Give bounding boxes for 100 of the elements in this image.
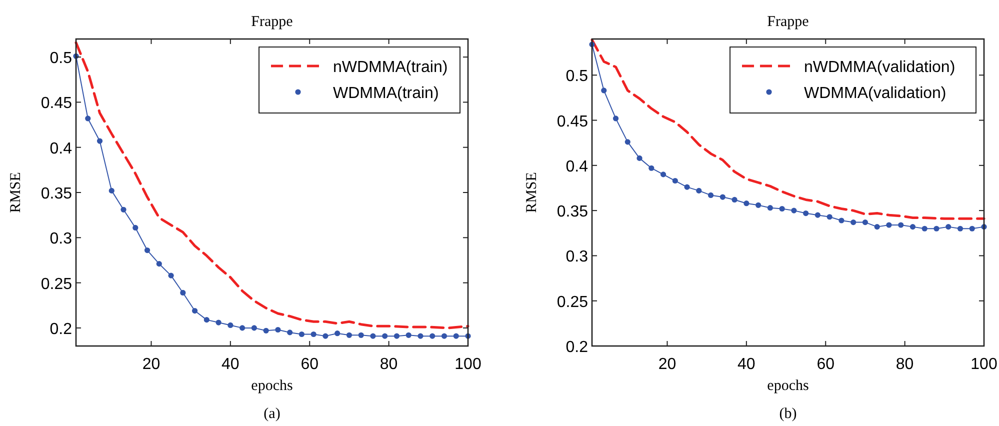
point [358, 332, 364, 338]
point [767, 205, 773, 211]
y-axis-title: RMSE [524, 172, 540, 213]
point [263, 328, 269, 334]
point [838, 218, 844, 224]
x-tick-label: 60 [816, 356, 835, 373]
point [180, 290, 186, 296]
point [624, 139, 630, 145]
point [910, 224, 916, 230]
point [251, 325, 257, 331]
text: (b) [779, 406, 797, 422]
y-tick-label: 0.4 [50, 140, 72, 158]
y-axis-title: RMSE [8, 172, 24, 213]
legend-label: WDMMA(train) [333, 85, 439, 102]
legend-label: WDMMA(validation) [804, 85, 946, 102]
y-tick-label: 0.25 [556, 294, 588, 311]
point [418, 333, 424, 339]
point [862, 219, 868, 226]
x-axis-title: epochs [251, 378, 293, 394]
point [120, 206, 126, 212]
point [803, 210, 809, 216]
point [660, 172, 666, 178]
point [346, 332, 352, 338]
point [108, 188, 114, 194]
point [240, 325, 246, 331]
point [287, 330, 293, 336]
point [612, 116, 619, 122]
x-tick-label: 60 [300, 356, 319, 373]
point [406, 332, 412, 338]
x-tick-label: 20 [658, 356, 676, 373]
point [204, 317, 210, 323]
point [216, 320, 222, 326]
point [684, 184, 690, 190]
point [648, 165, 654, 171]
point [636, 155, 642, 161]
x-tick-label: 100 [454, 356, 482, 373]
point [696, 188, 702, 194]
y-tick-label: 0.45 [556, 113, 588, 130]
point [814, 212, 820, 218]
point [826, 214, 832, 220]
legend-label: nWDMMA(validation) [804, 59, 956, 76]
point [382, 333, 388, 339]
chart-title: Frappe [251, 14, 294, 30]
point [192, 308, 198, 314]
y-tick-label: 0.3 [50, 230, 72, 248]
point [322, 333, 328, 339]
x-tick-label: 80 [380, 356, 398, 373]
point [779, 206, 785, 212]
point [430, 333, 436, 339]
x-tick-label: 40 [222, 356, 240, 373]
point [275, 326, 281, 333]
point [886, 222, 892, 228]
chart-title: Frappe [767, 14, 810, 30]
point [850, 219, 856, 226]
point [441, 333, 448, 339]
point [156, 261, 162, 267]
point [957, 226, 964, 232]
point [228, 322, 234, 328]
point [601, 88, 607, 94]
x-tick-label: 80 [896, 356, 914, 373]
x-axis-title: epochs [767, 378, 809, 394]
y-tick-label: 0.5 [566, 68, 588, 86]
point [453, 333, 459, 339]
point [168, 272, 174, 278]
y-tick-label: 0.45 [40, 95, 72, 112]
point [298, 331, 304, 338]
point [132, 224, 138, 231]
point [672, 178, 678, 184]
point [144, 247, 150, 254]
point [898, 222, 904, 228]
y-tick-label: 0.2 [50, 320, 72, 338]
point [370, 333, 376, 339]
y-tick-label: 0.5 [50, 50, 72, 68]
y-tick-label: 0.4 [566, 158, 588, 176]
point [708, 192, 714, 198]
point [946, 224, 952, 230]
point [791, 208, 797, 214]
y-tick-label: 0.2 [566, 339, 588, 356]
text: (a) [264, 406, 280, 422]
y-tick-label: 0.35 [556, 204, 588, 221]
x-tick-label: 100 [970, 356, 998, 373]
y-tick-label: 0.25 [40, 276, 72, 293]
point [85, 116, 91, 122]
point [874, 224, 880, 230]
point [310, 331, 316, 338]
point [720, 194, 726, 200]
point [334, 330, 340, 336]
point [969, 226, 975, 232]
legend-label: nWDMMA(train) [333, 59, 448, 76]
y-tick-label: 0.3 [566, 248, 588, 266]
x-tick-label: 40 [738, 356, 756, 373]
point [744, 200, 750, 206]
x-tick-label: 20 [142, 356, 160, 373]
point [934, 226, 940, 232]
point [922, 226, 928, 232]
y-tick-label: 0.35 [40, 186, 72, 202]
point [732, 196, 738, 203]
point [394, 333, 400, 339]
point [96, 138, 103, 144]
point [756, 202, 762, 208]
